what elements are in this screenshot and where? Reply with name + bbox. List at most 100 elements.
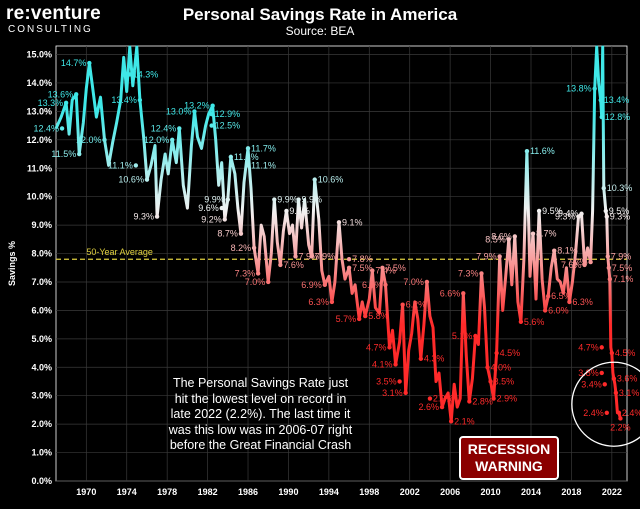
data-point bbox=[611, 376, 617, 381]
data-point bbox=[567, 299, 572, 305]
data-label: 2.2% bbox=[610, 422, 631, 432]
data-point bbox=[616, 410, 622, 415]
data-label: 8.1% bbox=[557, 246, 578, 256]
highlight-circle bbox=[571, 361, 640, 447]
data-point bbox=[219, 205, 224, 211]
data-point bbox=[192, 109, 197, 114]
data-point bbox=[545, 293, 551, 299]
data-label: 10.3% bbox=[607, 183, 633, 193]
data-point bbox=[448, 419, 454, 424]
data-point bbox=[488, 379, 493, 384]
x-tick-label: 2010 bbox=[481, 487, 501, 497]
data-label: 13.4% bbox=[111, 95, 137, 105]
data-label: 7.3% bbox=[458, 268, 479, 278]
data-point bbox=[154, 214, 160, 219]
data-label: 7.9% bbox=[611, 251, 632, 261]
data-point bbox=[102, 137, 107, 143]
x-tick-label: 2006 bbox=[440, 487, 460, 497]
data-label: 3.4% bbox=[581, 379, 602, 389]
data-points bbox=[59, 60, 623, 424]
data-label: 7.5% bbox=[352, 263, 373, 273]
data-label: 2.9% bbox=[497, 394, 518, 404]
y-axis-label: Savings % bbox=[7, 241, 17, 286]
data-point bbox=[601, 185, 606, 191]
data-point bbox=[284, 208, 289, 214]
data-point bbox=[530, 231, 536, 236]
data-point bbox=[506, 237, 511, 242]
data-point bbox=[400, 302, 405, 307]
data-label: 6.9% bbox=[301, 280, 322, 290]
data-label: 13.2% bbox=[184, 101, 210, 111]
data-label: 7.6% bbox=[283, 260, 304, 270]
data-label: 7.9% bbox=[299, 251, 320, 261]
logo-wordmark: re:venture bbox=[6, 3, 101, 24]
data-point bbox=[370, 268, 375, 273]
data-label: 7.9% bbox=[315, 251, 336, 261]
fifty-year-average-label: 50-Year Average bbox=[86, 247, 153, 257]
data-label: 11.6% bbox=[530, 146, 555, 156]
y-tick-label: 3.0% bbox=[31, 391, 52, 401]
savings-rate-line bbox=[54, 45, 622, 423]
data-label: 4.3% bbox=[424, 354, 445, 364]
data-point bbox=[599, 370, 604, 376]
data-point bbox=[77, 151, 82, 157]
data-point bbox=[225, 197, 231, 202]
data-label: 7.5% bbox=[385, 263, 406, 273]
data-label: 7.4% bbox=[375, 266, 396, 276]
data-label: 6.9% bbox=[362, 280, 383, 290]
y-tick-label: 12.0% bbox=[26, 135, 52, 145]
data-label: 7.7% bbox=[567, 257, 588, 267]
data-labels: 12.4%13.3%13.6%14.7%11.5%12.0%14.3%13.4%… bbox=[34, 58, 640, 432]
data-point bbox=[494, 350, 499, 356]
data-point bbox=[346, 265, 352, 270]
data-label: 9.5% bbox=[609, 206, 630, 216]
y-tick-label: 6.0% bbox=[31, 305, 52, 315]
data-label: 13.6% bbox=[48, 89, 74, 99]
data-point bbox=[613, 390, 619, 396]
data-label: 7.0% bbox=[403, 277, 424, 287]
data-point bbox=[609, 350, 615, 356]
data-point bbox=[393, 362, 398, 367]
data-point bbox=[87, 60, 92, 66]
data-label: 3.6% bbox=[617, 374, 638, 384]
y-tick-label: 13.0% bbox=[26, 106, 52, 116]
data-point bbox=[592, 86, 597, 91]
data-label: 9.3% bbox=[134, 212, 155, 222]
gridlines bbox=[56, 46, 627, 482]
data-label: 12.4% bbox=[151, 123, 177, 133]
y-tick-label: 10.0% bbox=[26, 192, 52, 202]
x-tick-label: 1982 bbox=[198, 487, 218, 497]
data-label: 7.3% bbox=[235, 268, 256, 278]
data-point bbox=[209, 112, 214, 117]
y-tick-label: 7.0% bbox=[31, 277, 52, 287]
x-axis: 1970 1974 1978 1982 1986 1990 1994 1998 2002 2006… bbox=[76, 487, 622, 497]
x-tick-label: 1974 bbox=[117, 487, 137, 497]
data-point bbox=[238, 231, 244, 236]
data-label: 4.7% bbox=[578, 342, 599, 352]
annotation-text: The Personal Savings Rate just hit the l… bbox=[168, 376, 353, 452]
data-point bbox=[607, 276, 613, 282]
data-point bbox=[604, 410, 609, 415]
data-label: 13.4% bbox=[604, 95, 630, 105]
data-point bbox=[380, 265, 385, 270]
data-label: 7.1% bbox=[613, 274, 634, 284]
data-point bbox=[387, 345, 392, 350]
data-label: 9.3% bbox=[555, 212, 576, 222]
data-point bbox=[312, 177, 317, 182]
data-label: 6.5% bbox=[551, 291, 572, 301]
warning-line2: WARNING bbox=[475, 458, 543, 474]
data-point bbox=[144, 177, 150, 182]
data-label: 2.4% bbox=[583, 408, 604, 418]
data-point bbox=[137, 97, 143, 103]
data-label: 11.4% bbox=[234, 152, 259, 162]
data-point bbox=[579, 211, 584, 216]
data-label: 2.8% bbox=[472, 396, 493, 406]
y-tick-label: 9.0% bbox=[31, 220, 52, 230]
x-tick-label: 1990 bbox=[278, 487, 298, 497]
data-point bbox=[604, 214, 609, 219]
data-label: 11.1% bbox=[108, 160, 133, 170]
x-tick-label: 2014 bbox=[521, 487, 541, 497]
y-tick-label: 14.0% bbox=[26, 78, 52, 88]
data-label: 13.0% bbox=[166, 106, 192, 116]
data-label: 9.4% bbox=[558, 209, 579, 219]
